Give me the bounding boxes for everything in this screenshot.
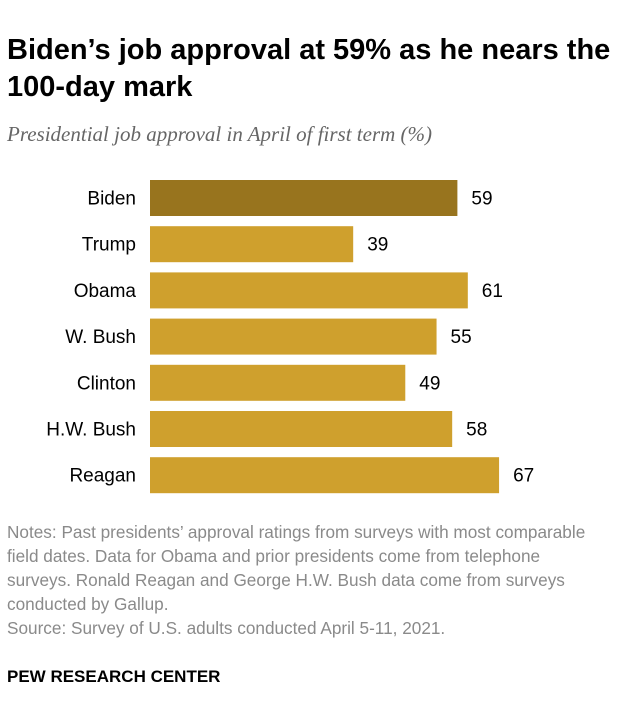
bar-w-bush [150, 318, 437, 355]
bar-h-w-bush [150, 411, 453, 447]
bar-biden [150, 180, 458, 216]
bar-reagan [150, 457, 500, 494]
value-label-w-bush: 55 [451, 327, 472, 348]
value-label-trump: 39 [367, 235, 388, 256]
category-label-biden: Biden [87, 189, 136, 210]
category-label-reagan: Reagan [69, 466, 136, 487]
source-text: Source: Survey of U.S. adults conducted … [7, 618, 446, 638]
category-label-obama: Obama [74, 281, 137, 302]
approval-bar-chart: Biden 59 Trump 39 Obama 61 W. Bush 55 Clinton 49 H… [46, 180, 534, 494]
value-label-clinton: 49 [419, 373, 440, 394]
value-label-obama: 61 [482, 281, 503, 302]
bar-trump [150, 226, 354, 263]
chart-subtitle: Presidential job approval in April of fi… [7, 122, 433, 146]
value-label-biden: 59 [471, 189, 492, 210]
value-label-h-w-bush: 58 [466, 420, 487, 441]
bar-clinton [150, 364, 406, 401]
category-label-w-bush: W. Bush [65, 327, 136, 348]
category-label-clinton: Clinton [77, 373, 136, 394]
notes-text: Notes: Past presidents’ approval ratings… [7, 522, 586, 614]
chart-title: Biden’s job approval at 59% as he nears … [7, 34, 611, 103]
category-label-trump: Trump [82, 235, 136, 256]
bar-obama [150, 272, 468, 309]
category-label-h-w-bush: H.W. Bush [46, 420, 136, 441]
pew-brand-label: PEW RESEARCH CENTER [7, 667, 221, 686]
bars-layer: Biden 59 Trump 39 Obama 61 W. Bush 55 Clinton 49 H… [46, 180, 534, 494]
notes-block: Notes: Past presidents’ approval ratings… [7, 520, 607, 640]
value-label-reagan: 67 [513, 466, 534, 487]
